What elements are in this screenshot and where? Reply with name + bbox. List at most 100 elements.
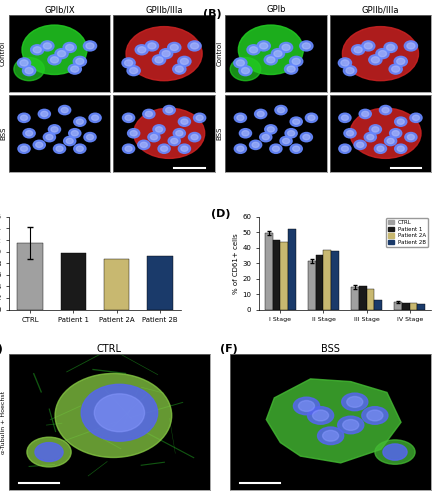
- Circle shape: [339, 113, 351, 122]
- Circle shape: [196, 115, 203, 120]
- Circle shape: [162, 50, 170, 56]
- Circle shape: [290, 117, 302, 126]
- Circle shape: [43, 132, 55, 142]
- Circle shape: [389, 128, 402, 138]
- Title: GPIb: GPIb: [266, 5, 286, 14]
- Bar: [323, 250, 331, 310]
- Circle shape: [239, 66, 252, 76]
- Bar: [394, 302, 402, 310]
- Title: GPIIb/IIIa: GPIIb/IIIa: [145, 5, 183, 14]
- Circle shape: [354, 140, 366, 149]
- Circle shape: [279, 42, 293, 52]
- Circle shape: [188, 41, 201, 51]
- Circle shape: [125, 60, 132, 66]
- Text: (D): (D): [210, 210, 230, 220]
- Circle shape: [379, 106, 392, 114]
- Circle shape: [158, 144, 170, 154]
- Circle shape: [150, 134, 158, 140]
- Bar: [351, 287, 359, 310]
- Circle shape: [33, 46, 41, 53]
- Circle shape: [180, 58, 188, 64]
- Circle shape: [41, 111, 48, 116]
- Ellipse shape: [55, 374, 172, 458]
- Circle shape: [165, 108, 173, 113]
- Circle shape: [300, 132, 312, 142]
- Ellipse shape: [35, 442, 63, 462]
- Circle shape: [148, 132, 160, 142]
- Circle shape: [64, 136, 76, 145]
- Text: (B): (B): [203, 9, 221, 19]
- Circle shape: [76, 146, 84, 152]
- Circle shape: [18, 58, 31, 68]
- Circle shape: [387, 138, 394, 143]
- Circle shape: [234, 113, 246, 122]
- Circle shape: [394, 56, 407, 66]
- Circle shape: [152, 55, 165, 65]
- Circle shape: [125, 146, 132, 152]
- Circle shape: [362, 111, 369, 116]
- Circle shape: [362, 406, 388, 424]
- Circle shape: [389, 64, 402, 74]
- Bar: [61, 253, 86, 310]
- Ellipse shape: [27, 437, 71, 467]
- Circle shape: [66, 44, 74, 51]
- Circle shape: [362, 41, 375, 51]
- Circle shape: [22, 66, 36, 76]
- Circle shape: [148, 43, 156, 49]
- Circle shape: [33, 140, 45, 149]
- Circle shape: [347, 396, 363, 407]
- Circle shape: [237, 146, 244, 152]
- Y-axis label: Control: Control: [216, 41, 222, 66]
- Ellipse shape: [81, 384, 158, 441]
- Circle shape: [54, 144, 66, 154]
- Circle shape: [359, 110, 371, 118]
- Polygon shape: [266, 379, 401, 463]
- Circle shape: [267, 56, 275, 63]
- Circle shape: [392, 130, 399, 136]
- Circle shape: [155, 126, 162, 132]
- Ellipse shape: [375, 440, 415, 464]
- Circle shape: [342, 393, 368, 410]
- Circle shape: [51, 126, 58, 132]
- Ellipse shape: [94, 394, 145, 432]
- Circle shape: [293, 397, 319, 415]
- Circle shape: [41, 41, 54, 51]
- Bar: [273, 240, 280, 310]
- Circle shape: [242, 130, 249, 136]
- Circle shape: [282, 44, 290, 51]
- Circle shape: [237, 115, 244, 120]
- Circle shape: [18, 113, 30, 122]
- Title: GPIIb/IIIa: GPIIb/IIIa: [362, 5, 399, 14]
- Circle shape: [26, 130, 33, 136]
- Circle shape: [163, 106, 175, 114]
- Circle shape: [21, 146, 28, 152]
- Circle shape: [265, 125, 277, 134]
- Circle shape: [63, 42, 76, 52]
- Circle shape: [86, 43, 94, 49]
- Circle shape: [230, 58, 260, 80]
- Circle shape: [46, 134, 53, 140]
- Circle shape: [308, 406, 334, 424]
- Y-axis label: BSS: BSS: [0, 126, 6, 140]
- Circle shape: [341, 115, 348, 120]
- Y-axis label: Control: Control: [0, 41, 6, 66]
- Circle shape: [69, 128, 81, 138]
- Circle shape: [302, 43, 310, 49]
- Circle shape: [318, 427, 344, 444]
- Circle shape: [305, 113, 318, 122]
- Circle shape: [48, 55, 61, 65]
- Text: (E): (E): [0, 344, 3, 353]
- Circle shape: [346, 130, 354, 136]
- Circle shape: [369, 125, 381, 134]
- Circle shape: [374, 144, 386, 154]
- Circle shape: [92, 115, 99, 120]
- Bar: [402, 304, 410, 310]
- Circle shape: [239, 128, 252, 138]
- Circle shape: [160, 48, 173, 58]
- Circle shape: [234, 144, 246, 154]
- Circle shape: [377, 146, 384, 152]
- Bar: [18, 243, 43, 310]
- Circle shape: [21, 115, 28, 120]
- Circle shape: [264, 55, 278, 65]
- Circle shape: [73, 56, 86, 66]
